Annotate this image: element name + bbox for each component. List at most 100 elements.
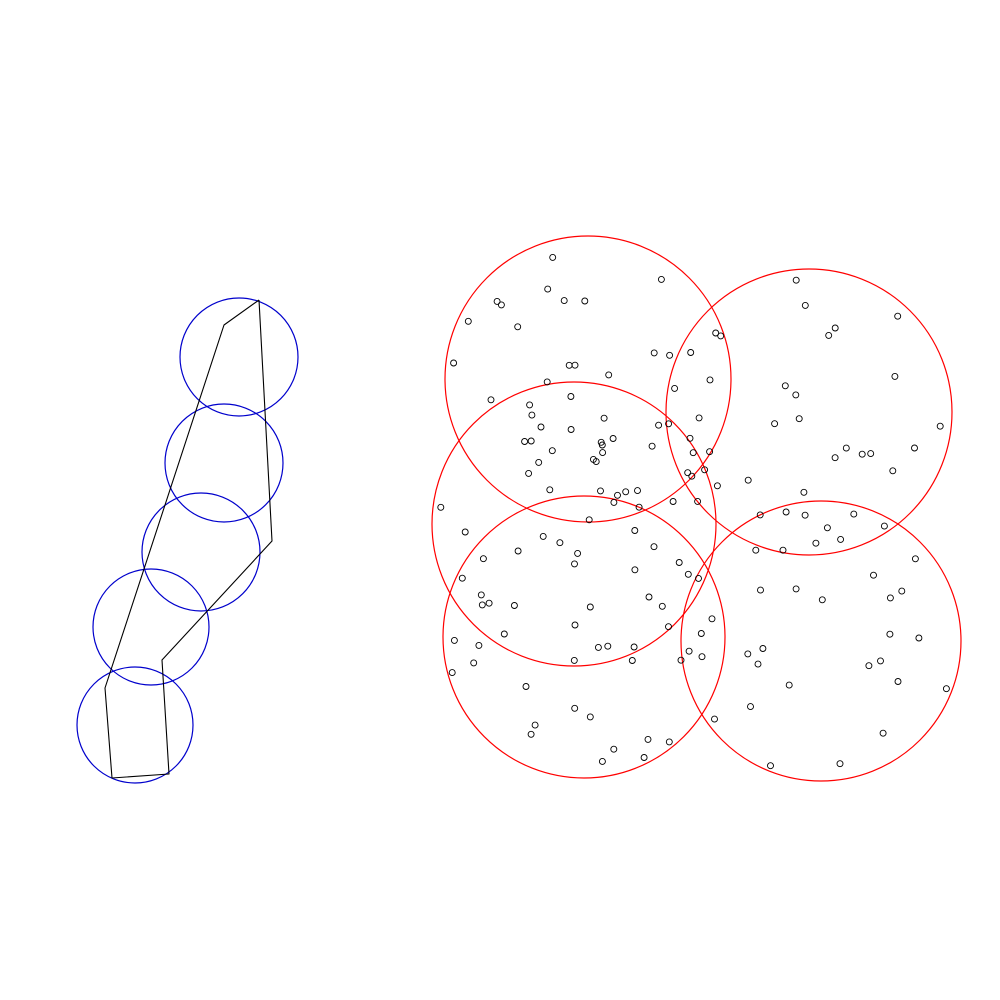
blue-circle-2 [164, 403, 284, 523]
scatter-point-129 [708, 615, 716, 623]
scatter-point-111 [645, 593, 653, 601]
scatter-point-105 [684, 570, 692, 578]
blue-circle-5 [76, 666, 194, 784]
scatter-point-103 [685, 647, 693, 655]
scatter-point-118 [450, 636, 458, 644]
scatter-point-122 [665, 738, 673, 746]
scatter-point-56 [795, 415, 803, 423]
scatter-point-87 [630, 643, 638, 651]
scatter-point-158 [877, 657, 884, 665]
scatter-point-12 [634, 487, 641, 495]
scatter-point-148 [792, 585, 800, 593]
scatter-point-57 [800, 488, 808, 496]
scatter-point-108 [628, 657, 636, 664]
scatter-point-95 [694, 497, 702, 505]
scatter-point-8 [695, 414, 703, 422]
scatter-point-69 [586, 603, 594, 611]
scatter-point-141 [747, 703, 754, 711]
scatter-point-146 [779, 546, 787, 554]
scatter-point-61 [689, 449, 697, 457]
scatter-point-140 [886, 594, 894, 602]
scatter-point-6 [657, 275, 665, 283]
scatter-point-46 [771, 420, 779, 428]
scatter-point-51 [712, 329, 720, 337]
scatter-point-138 [711, 715, 718, 723]
scatter-point-62 [831, 324, 839, 332]
scatter-point-41 [936, 422, 944, 430]
red-circle-3 [431, 381, 717, 667]
scatter-point-153 [837, 535, 845, 543]
scatter-point-106 [610, 745, 618, 753]
scatter-point-26 [543, 378, 551, 386]
scatter-point-49 [781, 382, 789, 390]
scatter-point-117 [527, 730, 535, 738]
scatter-point-119 [522, 683, 530, 690]
scatter-point-123 [514, 547, 522, 555]
scatter-point-39 [687, 349, 695, 356]
scatter-point-10 [514, 323, 522, 331]
blue-circle-3 [141, 492, 261, 612]
scatter-point-144 [759, 645, 767, 652]
scatter-point-59 [713, 482, 721, 490]
scatter-point-47 [706, 448, 714, 456]
scatter-point-91 [548, 447, 556, 455]
scatter-point-72 [500, 630, 508, 638]
red-circle-1 [444, 235, 732, 523]
scatter-point-34 [599, 449, 607, 457]
scatter-point-150 [697, 630, 705, 637]
scatter-point-130 [665, 623, 672, 631]
blue-circle-4 [92, 568, 210, 686]
scatter-point-88 [594, 643, 602, 651]
scatter-point-90 [478, 601, 486, 609]
scatter-point-104 [477, 591, 485, 599]
scatter-point-81 [479, 555, 487, 563]
scatter-point-125 [570, 656, 578, 664]
scatter-point-147 [818, 596, 826, 604]
scatter-point-107 [571, 560, 578, 568]
scatter-point-136 [898, 587, 906, 595]
scatter-point-35 [825, 331, 833, 339]
scatter-point-99 [631, 566, 639, 574]
scatter-point-156 [785, 681, 793, 689]
scatter-point-76 [610, 498, 618, 506]
scatter-point-96 [525, 469, 533, 477]
scatter-point-98 [585, 516, 593, 524]
scatter-point-3 [581, 297, 589, 305]
scatter-point-97 [669, 498, 677, 505]
scatter-point-20 [535, 458, 543, 466]
scatter-point-113 [598, 757, 606, 765]
scatter-point-52 [792, 391, 800, 399]
left-cluster [76, 297, 299, 784]
scatter-point-64 [701, 466, 709, 474]
scatter-point-114 [695, 574, 702, 582]
scatter-point-75 [665, 420, 673, 428]
scatter-point-93 [571, 621, 579, 629]
scatter-point-60 [782, 508, 790, 516]
red-circle-4 [442, 495, 726, 779]
scatter-point-94 [609, 435, 617, 442]
scatter-point-4 [650, 349, 658, 357]
scatter-point-24 [450, 359, 458, 367]
scatter-point-55 [684, 469, 692, 477]
scatter-point-127 [571, 704, 579, 712]
scatter-point-112 [556, 539, 564, 547]
scatter-point-120 [448, 669, 456, 677]
scatter-point-44 [823, 524, 831, 532]
scatter-point-135 [886, 630, 894, 638]
scatter-point-139 [801, 511, 809, 519]
scatter-point-143 [870, 571, 877, 579]
scatter-point-38 [744, 476, 752, 484]
scatter-point-84 [675, 559, 683, 566]
scatter-point-100 [650, 543, 658, 551]
scatter-point-17 [671, 384, 679, 392]
scatter-point-58 [880, 522, 888, 530]
scatter-point-29 [546, 486, 554, 494]
scatter-point-126 [677, 656, 685, 664]
scatter-point-15 [648, 442, 656, 450]
scatter-point-14 [597, 438, 605, 446]
scatter-point-1 [706, 376, 714, 384]
scatter-point-80 [631, 527, 639, 534]
scatter-point-101 [485, 599, 493, 607]
